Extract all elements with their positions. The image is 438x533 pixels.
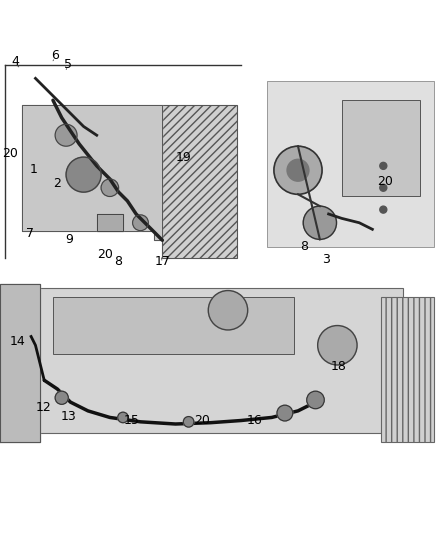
Polygon shape — [22, 104, 162, 240]
Text: 3: 3 — [322, 253, 330, 265]
Circle shape — [307, 391, 324, 409]
Text: 2: 2 — [53, 177, 61, 190]
Text: 15: 15 — [124, 414, 140, 427]
Circle shape — [274, 146, 322, 195]
Text: 8: 8 — [300, 240, 307, 253]
Circle shape — [380, 206, 387, 213]
Text: 13: 13 — [60, 410, 76, 423]
Circle shape — [303, 206, 336, 239]
Text: 1: 1 — [29, 163, 37, 176]
Text: 20: 20 — [194, 414, 210, 427]
Circle shape — [277, 405, 293, 421]
Text: 17: 17 — [155, 255, 170, 268]
Text: 18: 18 — [331, 360, 346, 373]
Circle shape — [318, 326, 357, 365]
Circle shape — [66, 157, 101, 192]
Text: 6: 6 — [51, 49, 59, 62]
Circle shape — [55, 124, 77, 146]
Text: 20: 20 — [2, 147, 18, 160]
Bar — [31, 288, 403, 433]
Text: 20: 20 — [377, 175, 392, 188]
Circle shape — [118, 412, 128, 423]
Text: 14: 14 — [9, 335, 25, 348]
Text: 4: 4 — [12, 55, 20, 68]
Text: 9: 9 — [66, 233, 74, 246]
Circle shape — [287, 159, 309, 181]
Circle shape — [380, 163, 387, 169]
Bar — [342, 100, 420, 197]
Text: 16: 16 — [246, 414, 262, 427]
Circle shape — [55, 391, 68, 405]
Bar — [53, 297, 293, 354]
Circle shape — [208, 290, 247, 330]
Circle shape — [184, 417, 194, 427]
Circle shape — [380, 184, 387, 191]
Polygon shape — [97, 214, 123, 231]
Circle shape — [101, 179, 119, 197]
Text: 12: 12 — [35, 401, 51, 414]
Text: 7: 7 — [26, 227, 34, 240]
Bar — [381, 297, 434, 441]
Bar — [162, 104, 237, 258]
Polygon shape — [0, 284, 40, 441]
Text: 20: 20 — [97, 248, 113, 261]
Text: 5: 5 — [64, 58, 72, 71]
Circle shape — [133, 215, 148, 231]
Bar — [267, 80, 434, 247]
Text: 19: 19 — [176, 151, 191, 165]
Text: 8: 8 — [114, 255, 122, 268]
